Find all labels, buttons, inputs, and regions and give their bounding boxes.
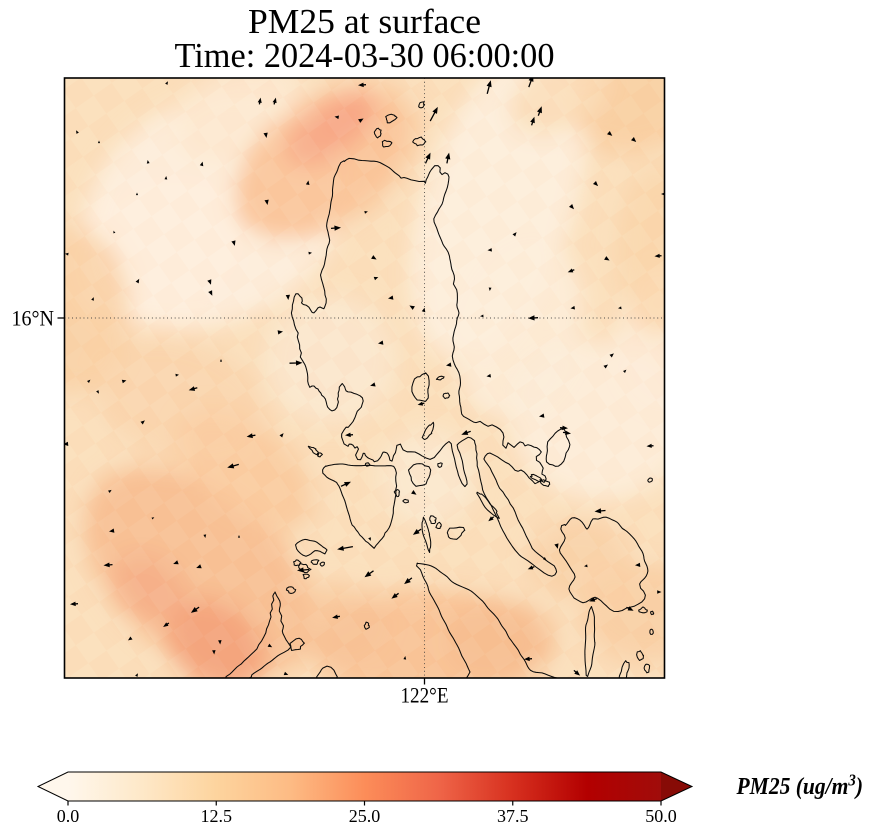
svg-text:37.5: 37.5	[497, 806, 529, 826]
svg-text:122°E: 122°E	[401, 683, 449, 708]
svg-text:Time: 2024-03-30 06:00:00: Time: 2024-03-30 06:00:00	[175, 36, 555, 75]
svg-text:12.5: 12.5	[201, 806, 233, 826]
svg-text:50.0: 50.0	[645, 806, 677, 826]
svg-text:25.0: 25.0	[349, 806, 381, 826]
svg-text:PM25 at surface: PM25 at surface	[248, 2, 481, 41]
svg-text:PM25 (ug/m3): PM25 (ug/m3)	[736, 772, 864, 800]
svg-text:16°N: 16°N	[12, 306, 55, 331]
svg-text:0.0: 0.0	[57, 806, 80, 826]
